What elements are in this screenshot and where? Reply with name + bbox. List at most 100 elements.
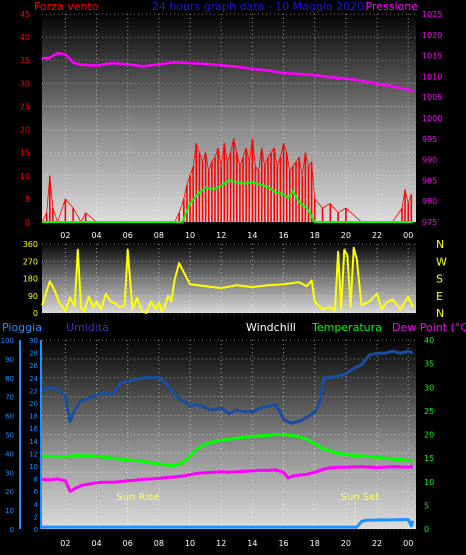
- temp-time-tick: 10: [185, 539, 195, 548]
- pressure-y-tick: 1000: [422, 114, 442, 123]
- pressure-line: [41, 51, 414, 93]
- pressure-y-tick: 995: [422, 135, 437, 144]
- dewpoint-label: Dew Point (°C): [392, 321, 466, 334]
- compass-label: N: [436, 307, 444, 320]
- temp-time-tick: 16: [278, 539, 288, 548]
- wind-time-tick: 04: [91, 231, 101, 240]
- rain-y-tick: 14: [29, 438, 38, 446]
- temp-time-tick: 12: [216, 539, 226, 548]
- wind-time-tick: 10: [185, 231, 195, 240]
- pressure-label: Pressione: [366, 0, 419, 13]
- temperature-y-tick: 30: [424, 383, 434, 392]
- temp-time-tick: 08: [154, 539, 164, 548]
- humidity-label: Umidita: [66, 321, 109, 334]
- compass-label: S: [436, 273, 443, 286]
- wind-time-tick: 02: [60, 231, 70, 240]
- rain-y-tick: 20: [29, 400, 38, 408]
- chart-title: 24 hours graph data - 10 Maggio 2020: [152, 0, 364, 13]
- wind-time-tick: 16: [278, 231, 288, 240]
- wind-time-tick: 20: [341, 231, 351, 240]
- rain-y-tick: 28: [29, 350, 38, 358]
- rain-y-tick: 18: [29, 413, 38, 421]
- compass-label: E: [436, 290, 443, 303]
- pressure-y-tick: 1015: [422, 52, 442, 61]
- direction-y-tick: 0: [33, 309, 38, 318]
- temp-time-tick: 06: [123, 539, 133, 548]
- wind-time-tick: 18: [310, 231, 320, 240]
- wind-y-tick: 0: [25, 218, 30, 227]
- humidity-y-tick: 90: [5, 356, 14, 364]
- rain-y-tick: 12: [29, 450, 38, 458]
- wind-time-tick: 08: [154, 231, 164, 240]
- wind-y-tick: 20: [20, 126, 30, 135]
- temp-time-tick: 18: [310, 539, 320, 548]
- direction-y-tick: 360: [23, 240, 38, 249]
- wind-y-tick: 10: [20, 172, 30, 181]
- pressure-y-tick: 1010: [422, 72, 442, 81]
- wind-direction-line: [41, 246, 414, 314]
- rain-y-tick: 0: [34, 526, 38, 534]
- temperature-y-tick: 5: [424, 501, 429, 510]
- temperature-y-tick: 15: [424, 454, 434, 463]
- humidity-y-tick: 80: [5, 375, 14, 383]
- humidity-y-tick: 30: [5, 469, 14, 477]
- wind-time-tick: 12: [216, 231, 226, 240]
- direction-y-tick: 270: [23, 257, 38, 266]
- temperature-y-tick: 40: [424, 336, 434, 345]
- temp-time-tick: 00: [403, 539, 413, 548]
- humidity-y-tick: 20: [5, 488, 14, 496]
- temperature-y-tick: 20: [424, 431, 434, 440]
- pressure-y-tick: 975: [422, 218, 437, 227]
- humidity-y-tick: 10: [5, 507, 14, 515]
- pressure-y-tick: 1020: [422, 31, 442, 40]
- wind-time-tick: 06: [123, 231, 133, 240]
- wind-y-tick: 35: [20, 56, 30, 65]
- wind-plot-area: [42, 14, 416, 222]
- wind-time-tick: 22: [372, 231, 382, 240]
- pressure-y-tick: 1025: [422, 10, 442, 19]
- rain-y-tick: 6: [34, 488, 39, 496]
- rain-y-tick: 24: [29, 375, 38, 383]
- temperature-y-tick: 25: [424, 407, 434, 416]
- compass-label: W: [436, 255, 447, 268]
- direction-y-tick: 90: [28, 292, 38, 301]
- wind-time-tick: 14: [247, 231, 257, 240]
- pressure-y-tick: 990: [422, 156, 437, 165]
- wind-speed-label: Forza vento: [34, 0, 99, 13]
- temp-time-tick: 04: [91, 539, 101, 548]
- rain-label: Pioggia: [2, 321, 42, 334]
- wind-y-tick: 15: [20, 149, 30, 158]
- humidity-y-tick: 40: [5, 450, 14, 458]
- dewpoint-line: [41, 465, 414, 493]
- humidity-line: [41, 349, 414, 425]
- wind-y-tick: 45: [20, 10, 30, 19]
- wind-y-tick: 30: [20, 79, 30, 88]
- rain-y-tick: 8: [34, 476, 38, 484]
- temperature-line: [42, 433, 413, 468]
- wind-y-tick: 5: [25, 195, 30, 204]
- humidity-y-tick: 50: [5, 432, 14, 440]
- temperature-label: Temperatura: [311, 321, 382, 334]
- humidity-y-tick: 100: [1, 337, 14, 345]
- sunrise-label: Sun Rise: [116, 492, 159, 503]
- compass-label: N: [436, 238, 444, 251]
- rain-y-tick: 22: [29, 387, 38, 395]
- temp-time-tick: 02: [60, 539, 70, 548]
- rain-y-tick: 16: [29, 425, 38, 433]
- temp-time-tick: 20: [341, 539, 351, 548]
- wind-time-tick: 00: [403, 231, 413, 240]
- temp-time-tick: 22: [372, 539, 382, 548]
- humidity-y-tick: 0: [10, 526, 14, 534]
- temp-plot-area: [42, 340, 416, 529]
- pressure-y-tick: 980: [422, 197, 437, 206]
- rain-line: [42, 518, 415, 529]
- rain-y-tick: 10: [29, 463, 38, 471]
- wind-y-tick: 40: [20, 33, 30, 42]
- humidity-y-tick: 70: [5, 394, 14, 402]
- humidity-y-tick: 60: [5, 413, 14, 421]
- sunset-label: Sun Set: [341, 492, 380, 503]
- rain-y-tick: 4: [34, 501, 39, 509]
- pressure-y-tick: 1005: [422, 93, 442, 102]
- rain-y-tick: 26: [29, 362, 38, 370]
